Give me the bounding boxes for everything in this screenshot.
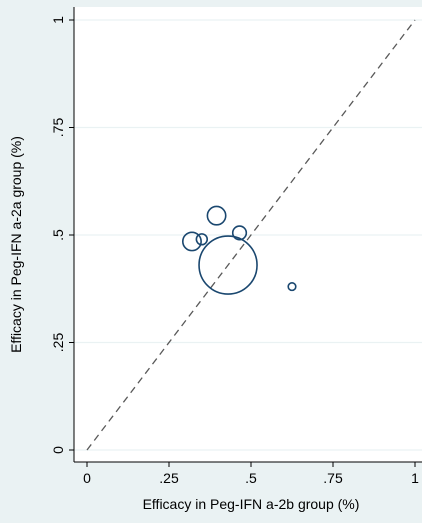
bubble-markers (181, 205, 297, 295)
x-tick-label: 1 (411, 470, 419, 486)
y-tick-label: 1 (50, 16, 66, 24)
bubble-marker (195, 233, 209, 246)
axes (69, 7, 422, 467)
bubble-marker (181, 231, 202, 252)
grid-lines (74, 19, 422, 451)
y-tick-label: 0 (50, 446, 66, 454)
x-axis-title: Efficacy in Peg-IFN a-2b group (%) (143, 496, 360, 512)
equality-reference-line (86, 19, 416, 451)
y-tick-label: .75 (50, 118, 66, 138)
y-tick-label: .25 (50, 333, 66, 353)
x-tick-label: 0 (83, 470, 91, 486)
bubble-marker (287, 282, 297, 292)
x-tick-label: .75 (323, 470, 343, 486)
bubble-marker (206, 205, 227, 226)
y-tick-label: .5 (50, 229, 66, 241)
tick-labels: 0 .25 .5 .75 1 0 .25 .5 .75 1 (50, 16, 419, 486)
x-tick-label: .25 (159, 470, 179, 486)
x-tick-label: .5 (245, 470, 257, 486)
bubble-marker (231, 225, 248, 241)
bubble-marker (198, 235, 258, 295)
y-axis-title: Efficacy in Peg-IFN a-2a group (%) (8, 136, 24, 353)
